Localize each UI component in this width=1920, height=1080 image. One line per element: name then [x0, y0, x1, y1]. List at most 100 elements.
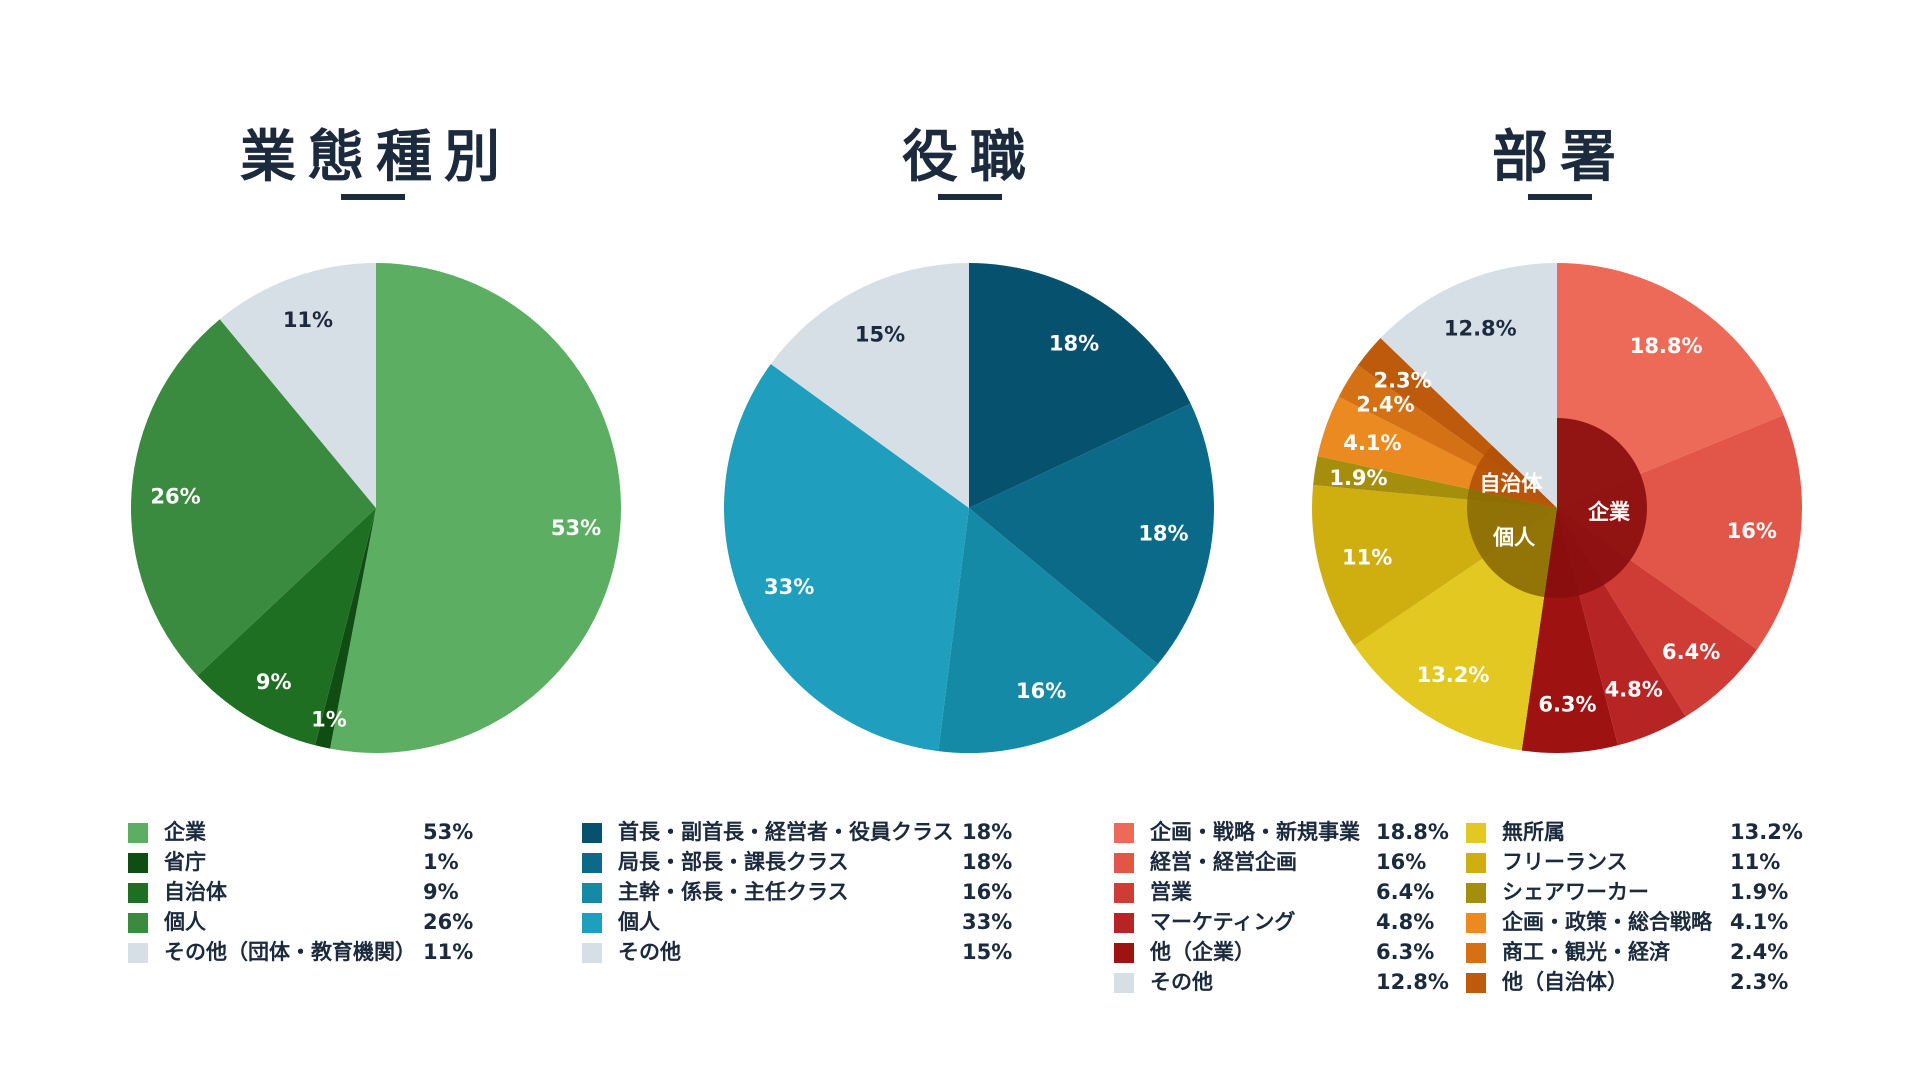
pie-slice — [1557, 414, 1802, 650]
legend-value: 33% — [962, 910, 1013, 934]
pie-slice — [969, 403, 1214, 665]
legend-value: 53% — [423, 820, 474, 844]
legend-value: 1% — [423, 850, 459, 874]
pie-slice — [330, 263, 622, 753]
legend-label: 企業 — [164, 820, 206, 844]
slice-label: 16% — [1727, 519, 1777, 543]
slice-label: 1.9% — [1329, 466, 1387, 490]
legend-item: 首長・副首長・経営者・役員クラス 18% — [582, 818, 1022, 848]
slice-label: 2.3% — [1373, 368, 1431, 392]
legend-item: 他（企業） 6.3% — [1114, 938, 1444, 968]
legend-item: 主幹・係長・主任クラス 16% — [582, 878, 1022, 908]
legend-swatch — [1466, 973, 1486, 993]
legend-item: 自治体 9% — [128, 878, 508, 908]
legend-value: 16% — [1376, 850, 1427, 874]
legend-label: 他（企業） — [1150, 940, 1255, 964]
pie-slice — [1521, 508, 1618, 753]
legend-swatch — [1114, 943, 1134, 963]
legend-label: 無所属 — [1502, 820, 1565, 844]
legend-swatch — [582, 943, 602, 963]
legend-item: その他（団体・教育機関） 11% — [128, 938, 508, 968]
legend-value: 4.1% — [1730, 910, 1789, 934]
legend-label: 局長・部長・課長クラス — [618, 850, 849, 874]
legend-swatch — [1114, 883, 1134, 903]
inner-group-slice — [1467, 488, 1557, 598]
legend-value: 16% — [962, 880, 1013, 904]
pie-slice — [724, 363, 969, 752]
legend-item: 企業 53% — [128, 818, 508, 848]
legend-label: その他（団体・教育機関） — [164, 940, 416, 964]
legend-swatch — [128, 823, 148, 843]
legend-business-type: 企業 53% 省庁 1% 自治体 9% 個人 26% その他（団体・教育機関） 11% — [128, 818, 508, 968]
slice-label: 12.8% — [1444, 317, 1517, 341]
legend-value: 9% — [423, 880, 459, 904]
legend-swatch — [128, 943, 148, 963]
inner-group-slice — [1544, 418, 1647, 598]
legend-item: 省庁 1% — [128, 848, 508, 878]
legend-item: 企画・政策・総合戦略 4.1% — [1466, 908, 1806, 938]
legend-swatch — [1114, 973, 1134, 993]
legend-swatch — [1114, 853, 1134, 873]
legend-value: 2.3% — [1730, 970, 1789, 994]
legend-item: その他 15% — [582, 938, 1022, 968]
slice-label: 33% — [764, 575, 814, 599]
title-underline — [341, 194, 405, 200]
legend-value: 18% — [962, 820, 1013, 844]
legend-swatch — [1114, 823, 1134, 843]
legend-position: 首長・副首長・経営者・役員クラス 18% 局長・部長・課長クラス 18% 主幹・係長・主… — [582, 818, 1022, 968]
legend-item: 他（自治体） 2.3% — [1466, 968, 1806, 998]
chart-title: 業態種別 — [240, 125, 512, 190]
legend-item: 個人 26% — [128, 908, 508, 938]
inner-group-label: 個人 — [1492, 526, 1535, 550]
legend-label: 他（自治体） — [1502, 970, 1628, 994]
legend-swatch — [128, 853, 148, 873]
pie-slice — [131, 319, 376, 676]
legend-value: 15% — [962, 940, 1013, 964]
legend-swatch — [128, 913, 148, 933]
legend-item: マーケティング 4.8% — [1114, 908, 1444, 938]
chart-title: 部署 — [1492, 125, 1628, 190]
legend-value: 1.9% — [1730, 880, 1789, 904]
legend-label: 首長・副首長・経営者・役員クラス — [618, 820, 954, 844]
slice-label: 16% — [1016, 679, 1066, 703]
legend-swatch — [582, 853, 602, 873]
legend-value: 13.2% — [1730, 820, 1803, 844]
legend-swatch — [1466, 913, 1486, 933]
legend-value: 12.8% — [1376, 970, 1449, 994]
legend-swatch — [1466, 823, 1486, 843]
legend-item: 局長・部長・課長クラス 18% — [582, 848, 1022, 878]
legend-department-right: 無所属 13.2% フリーランス 11% シェアワーカー 1.9% 企画・政策・総合戦略 4.… — [1466, 818, 1806, 998]
pie-chart-business-type: 53% 1% 9% 26% 11% — [131, 263, 622, 753]
pie-chart-position: 18% 18% 16% 33% 15% — [724, 263, 1214, 753]
legend-swatch — [582, 913, 602, 933]
legend-label: 企画・政策・総合戦略 — [1502, 910, 1712, 934]
legend-value: 6.3% — [1376, 940, 1435, 964]
legend-label: シェアワーカー — [1502, 880, 1649, 904]
legend-item: 経営・経営企画 16% — [1114, 848, 1444, 878]
legend-value: 26% — [423, 910, 474, 934]
legend-swatch — [1466, 883, 1486, 903]
slice-label: 11% — [1342, 546, 1392, 570]
slice-label: 4.8% — [1605, 677, 1663, 701]
legend-item: フリーランス 11% — [1466, 848, 1806, 878]
legend-label: その他 — [618, 940, 681, 964]
pie-slice — [315, 508, 376, 749]
legend-department-left: 企画・戦略・新規事業 18.8% 経営・経営企画 16% 営業 6.4% マーケティング 4.… — [1114, 818, 1449, 998]
legend-item: 企画・戦略・新規事業 18.8% — [1114, 818, 1449, 848]
title-underline — [1528, 194, 1592, 200]
legend-label: マーケティング — [1150, 910, 1296, 934]
pie-slice — [1380, 263, 1557, 508]
legend-label: フリーランス — [1502, 850, 1628, 874]
legend-item: 営業 6.4% — [1114, 878, 1444, 908]
legend-label: 企画・戦略・新規事業 — [1150, 820, 1360, 844]
pie-slice — [969, 263, 1191, 508]
legend-label: 主幹・係長・主任クラス — [618, 880, 849, 904]
legend-value: 6.4% — [1376, 880, 1435, 904]
legend-swatch — [1466, 853, 1486, 873]
pie-slice — [197, 508, 376, 746]
slice-label: 13.2% — [1417, 663, 1490, 687]
legend-label: 経営・経営企画 — [1150, 850, 1297, 874]
legend-value: 4.8% — [1376, 910, 1435, 934]
legend-label: 自治体 — [164, 880, 227, 904]
